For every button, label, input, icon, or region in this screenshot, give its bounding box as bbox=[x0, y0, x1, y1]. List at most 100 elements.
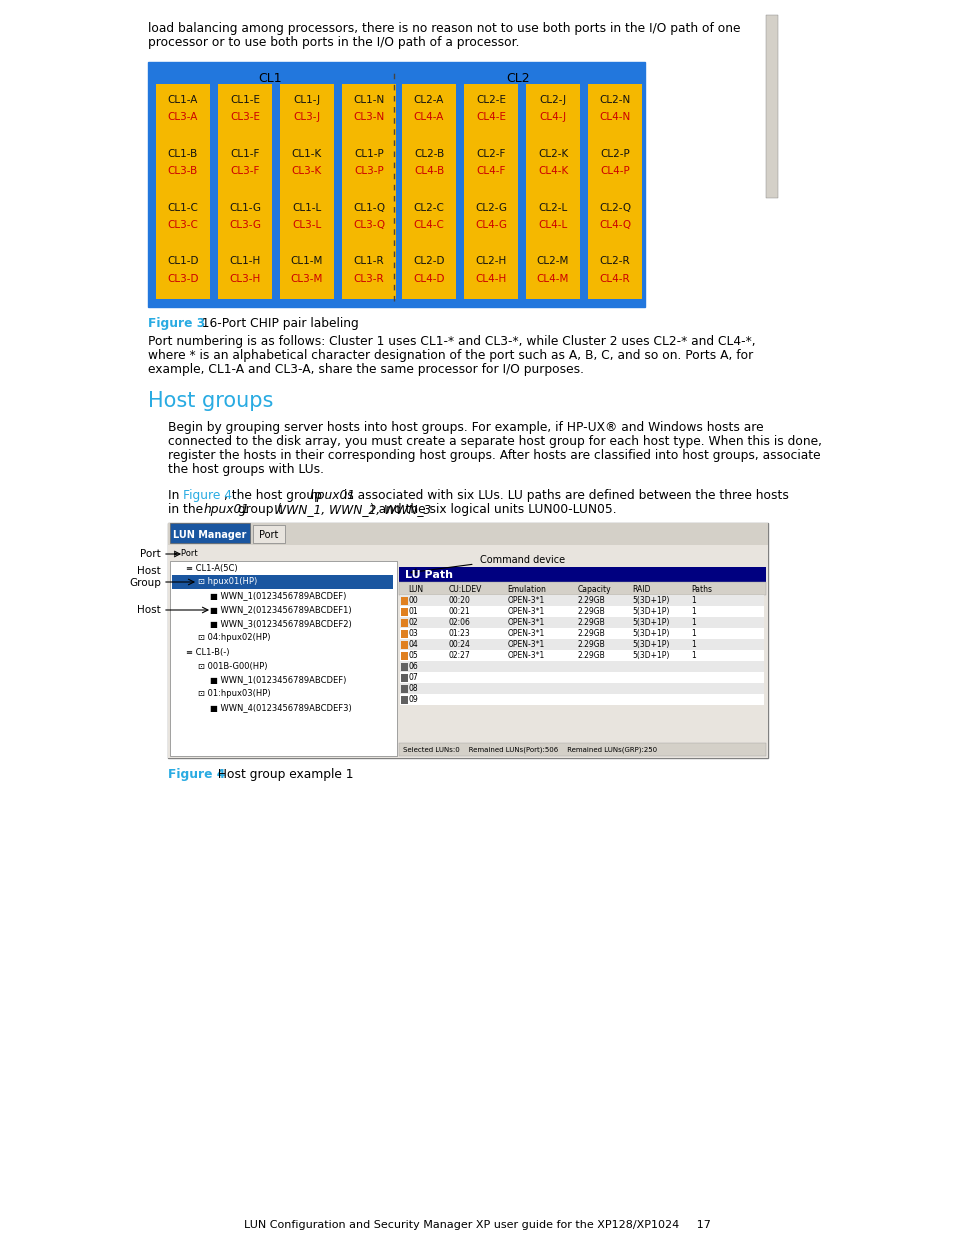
Text: 5(3D+1P): 5(3D+1P) bbox=[632, 597, 669, 605]
Text: CL1-E: CL1-E bbox=[230, 95, 260, 105]
Text: CL3-E: CL3-E bbox=[230, 112, 260, 122]
Text: OPEN-3*1: OPEN-3*1 bbox=[507, 618, 544, 627]
Bar bbox=[399, 606, 763, 618]
Text: CL1-D: CL1-D bbox=[167, 257, 198, 267]
Text: 02:06: 02:06 bbox=[448, 618, 470, 627]
Text: ⊡ 001B-G00(HP): ⊡ 001B-G00(HP) bbox=[198, 662, 267, 671]
Text: processor or to use both ports in the I/O path of a processor.: processor or to use both ports in the I/… bbox=[148, 36, 519, 49]
Bar bbox=[399, 618, 763, 629]
Text: CL3-N: CL3-N bbox=[353, 112, 384, 122]
Bar bbox=[401, 84, 456, 299]
Text: CL3-A: CL3-A bbox=[168, 112, 198, 122]
Text: CL1-C: CL1-C bbox=[168, 203, 198, 212]
Text: Host group example 1: Host group example 1 bbox=[210, 768, 354, 781]
Bar bbox=[463, 84, 517, 299]
Text: 09: 09 bbox=[408, 695, 417, 704]
Text: Capacity: Capacity bbox=[577, 585, 610, 594]
Text: 02: 02 bbox=[408, 618, 417, 627]
Text: 07: 07 bbox=[408, 673, 417, 682]
Text: CL3-R: CL3-R bbox=[354, 274, 384, 284]
Text: Figure 4: Figure 4 bbox=[183, 489, 232, 501]
Bar bbox=[400, 663, 408, 671]
Text: CL3-H: CL3-H bbox=[229, 274, 260, 284]
Text: ▸ Port: ▸ Port bbox=[173, 550, 197, 558]
Text: CL4-D: CL4-D bbox=[413, 274, 444, 284]
Text: hpux01: hpux01 bbox=[203, 503, 249, 516]
Text: CL2-E: CL2-E bbox=[476, 95, 505, 105]
Text: CL3-M: CL3-M bbox=[291, 274, 323, 284]
Text: CL2-Q: CL2-Q bbox=[598, 203, 631, 212]
Text: Emulation: Emulation bbox=[507, 585, 546, 594]
Text: CL4-Q: CL4-Q bbox=[598, 220, 631, 230]
Bar bbox=[148, 62, 644, 308]
Text: 2.29GB: 2.29GB bbox=[577, 618, 604, 627]
Text: CL4-N: CL4-N bbox=[598, 112, 630, 122]
Text: 08: 08 bbox=[408, 684, 417, 693]
Text: CL4-F: CL4-F bbox=[476, 165, 505, 177]
Text: CU:LDEV: CU:LDEV bbox=[448, 585, 481, 594]
Text: 2.29GB: 2.29GB bbox=[577, 629, 604, 638]
Text: 03: 03 bbox=[408, 629, 417, 638]
Text: OPEN-3*1: OPEN-3*1 bbox=[507, 640, 544, 650]
Text: 5(3D+1P): 5(3D+1P) bbox=[632, 629, 669, 638]
Text: CL2: CL2 bbox=[506, 72, 530, 84]
Bar bbox=[398, 743, 765, 756]
Text: ■ WWN_1(0123456789ABCDEF): ■ WWN_1(0123456789ABCDEF) bbox=[210, 676, 346, 684]
Bar bbox=[400, 697, 408, 704]
Text: CL1-K: CL1-K bbox=[292, 149, 322, 159]
Text: Paths: Paths bbox=[690, 585, 711, 594]
Text: CL2-R: CL2-R bbox=[599, 257, 630, 267]
Bar bbox=[765, 15, 778, 198]
Text: ■ WWN_1(0123456789ABCDEF): ■ WWN_1(0123456789ABCDEF) bbox=[210, 592, 346, 600]
Text: CL1-H: CL1-H bbox=[229, 257, 260, 267]
Bar bbox=[156, 84, 210, 299]
Bar bbox=[399, 694, 763, 705]
Text: ■ WWN_4(0123456789ABCDEF3): ■ WWN_4(0123456789ABCDEF3) bbox=[210, 704, 352, 713]
Text: CL3-P: CL3-P bbox=[354, 165, 383, 177]
Bar bbox=[525, 84, 579, 299]
Text: Port: Port bbox=[259, 530, 278, 540]
Text: CL1-A: CL1-A bbox=[168, 95, 198, 105]
Text: 2.29GB: 2.29GB bbox=[577, 651, 604, 659]
Text: CL2-M: CL2-M bbox=[537, 257, 569, 267]
Text: is associated with six LUs. LU paths are defined between the three hosts: is associated with six LUs. LU paths are… bbox=[339, 489, 788, 501]
Text: CL4-M: CL4-M bbox=[537, 274, 569, 284]
Text: OPEN-3*1: OPEN-3*1 bbox=[507, 629, 544, 638]
Text: RAID: RAID bbox=[632, 585, 650, 594]
Bar bbox=[399, 629, 763, 638]
Text: CL2-F: CL2-F bbox=[476, 149, 505, 159]
Text: LUN: LUN bbox=[408, 585, 423, 594]
Text: CL3-F: CL3-F bbox=[230, 165, 259, 177]
Text: 06: 06 bbox=[408, 662, 417, 671]
Text: CL3-B: CL3-B bbox=[168, 165, 198, 177]
Text: CL4-K: CL4-K bbox=[537, 165, 568, 177]
Text: CL2-J: CL2-J bbox=[538, 95, 566, 105]
Text: ⊡ 01:hpux03(HP): ⊡ 01:hpux03(HP) bbox=[198, 689, 271, 699]
Text: CL2-B: CL2-B bbox=[414, 149, 444, 159]
Text: 5(3D+1P): 5(3D+1P) bbox=[632, 651, 669, 659]
Text: CL1-F: CL1-F bbox=[230, 149, 259, 159]
Text: CL2-A: CL2-A bbox=[414, 95, 444, 105]
Text: CL4-E: CL4-E bbox=[476, 112, 505, 122]
Text: OPEN-3*1: OPEN-3*1 bbox=[507, 651, 544, 659]
Text: Host
Group: Host Group bbox=[129, 566, 161, 588]
Text: CL2-K: CL2-K bbox=[537, 149, 568, 159]
Text: LUN Configuration and Security Manager XP user guide for the XP128/XP1024     17: LUN Configuration and Security Manager X… bbox=[243, 1220, 710, 1230]
Bar bbox=[341, 84, 395, 299]
Bar bbox=[218, 84, 272, 299]
Text: In: In bbox=[168, 489, 183, 501]
Bar bbox=[400, 597, 408, 605]
Text: CL4-G: CL4-G bbox=[475, 220, 506, 230]
Text: 2.29GB: 2.29GB bbox=[577, 606, 604, 616]
Text: Command device: Command device bbox=[479, 555, 564, 564]
Text: CL2-P: CL2-P bbox=[599, 149, 629, 159]
Bar bbox=[170, 522, 250, 543]
Text: ⊡ 04:hpux02(HP): ⊡ 04:hpux02(HP) bbox=[198, 634, 271, 642]
Bar bbox=[398, 582, 765, 595]
Text: 1: 1 bbox=[690, 651, 695, 659]
Text: ■ WWN_3(0123456789ABCDEF2): ■ WWN_3(0123456789ABCDEF2) bbox=[210, 620, 352, 629]
Text: ≡ CL1-B(-): ≡ CL1-B(-) bbox=[186, 647, 230, 657]
Bar bbox=[172, 576, 393, 589]
Text: 00:20: 00:20 bbox=[448, 597, 470, 605]
Text: the host groups with LUs.: the host groups with LUs. bbox=[168, 463, 324, 475]
